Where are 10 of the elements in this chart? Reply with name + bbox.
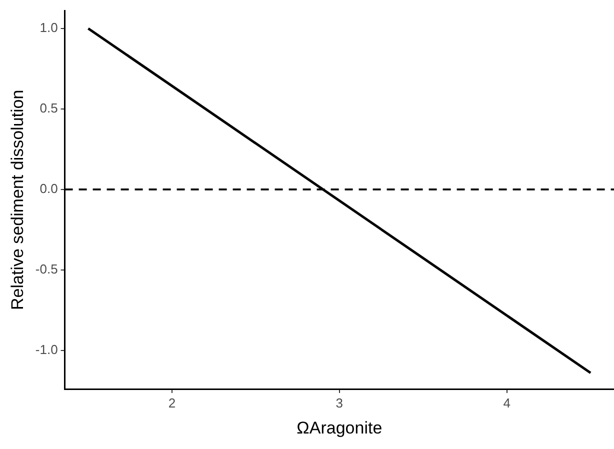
x-tick-label: 3	[336, 395, 344, 410]
y-tick-label: 0.5	[40, 100, 58, 116]
x-tick-label: 4	[503, 395, 510, 410]
y-tick-label: -1.0	[35, 342, 58, 357]
y-tick-label: 0.0	[40, 181, 58, 196]
x-tick-label: 2	[168, 395, 176, 410]
x-axis-title: ΩAragonite	[296, 418, 382, 438]
y-axis-title: Relative sediment dissolution	[8, 90, 27, 310]
y-tick-label: -0.5	[35, 261, 58, 276]
y-tick-label: 1.0	[40, 20, 58, 36]
